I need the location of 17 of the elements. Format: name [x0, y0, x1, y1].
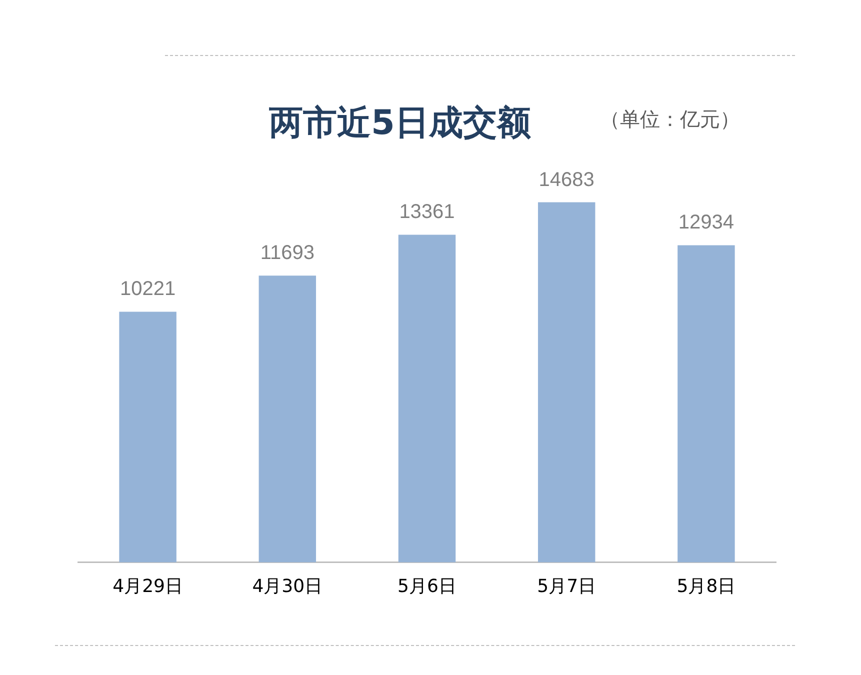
x-tick-label: 4月29日 — [112, 576, 183, 597]
bar — [398, 234, 456, 562]
x-tick-label: 5月8日 — [676, 576, 736, 597]
data-label: 12934 — [678, 212, 734, 234]
data-label: 14683 — [538, 168, 594, 191]
data-label: 11693 — [260, 242, 314, 264]
chart-title: 两市近5日成交额 — [268, 102, 532, 145]
data-label: 13361 — [399, 201, 455, 224]
x-tick-label: 5月7日 — [537, 576, 596, 597]
x-tick-label: 4月30日 — [252, 576, 323, 597]
x-tick-label: 5月6日 — [398, 576, 456, 597]
bar — [119, 312, 176, 562]
data-label: 10221 — [120, 278, 176, 300]
bar — [678, 245, 735, 562]
chart-subtitle: （单位：亿元） — [600, 106, 740, 133]
bar — [258, 276, 316, 562]
bar — [538, 202, 596, 562]
